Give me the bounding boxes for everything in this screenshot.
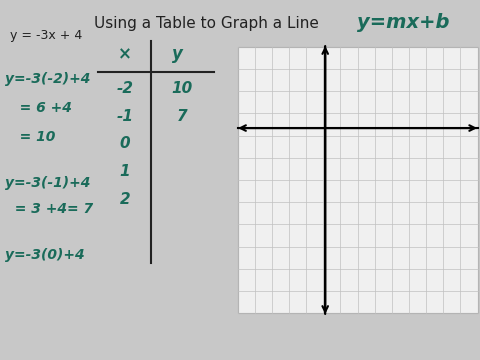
Bar	[238, 47, 478, 313]
Text: 1: 1	[120, 164, 130, 179]
Text: 0: 0	[120, 136, 130, 152]
Text: = 3 +4= 7: = 3 +4= 7	[5, 202, 93, 216]
Text: -2: -2	[116, 81, 133, 96]
Text: Using a Table to Graph a Line: Using a Table to Graph a Line	[94, 16, 319, 31]
Text: y=-3(-1)+4: y=-3(-1)+4	[5, 176, 90, 190]
Text: = 6 +4: = 6 +4	[5, 101, 72, 115]
Text: y = -3x + 4: y = -3x + 4	[10, 29, 82, 42]
Text: 10: 10	[172, 81, 193, 96]
Text: -1: -1	[116, 109, 133, 124]
Text: y: y	[172, 45, 183, 63]
Text: 2: 2	[120, 192, 130, 207]
Text: ×: ×	[118, 45, 132, 63]
Text: = 10: = 10	[5, 130, 55, 144]
Text: y=-3(-2)+4: y=-3(-2)+4	[5, 72, 90, 86]
Text: 7: 7	[177, 109, 188, 124]
Text: y=-3(0)+4: y=-3(0)+4	[5, 248, 84, 262]
Text: y=mx+b: y=mx+b	[357, 13, 449, 32]
